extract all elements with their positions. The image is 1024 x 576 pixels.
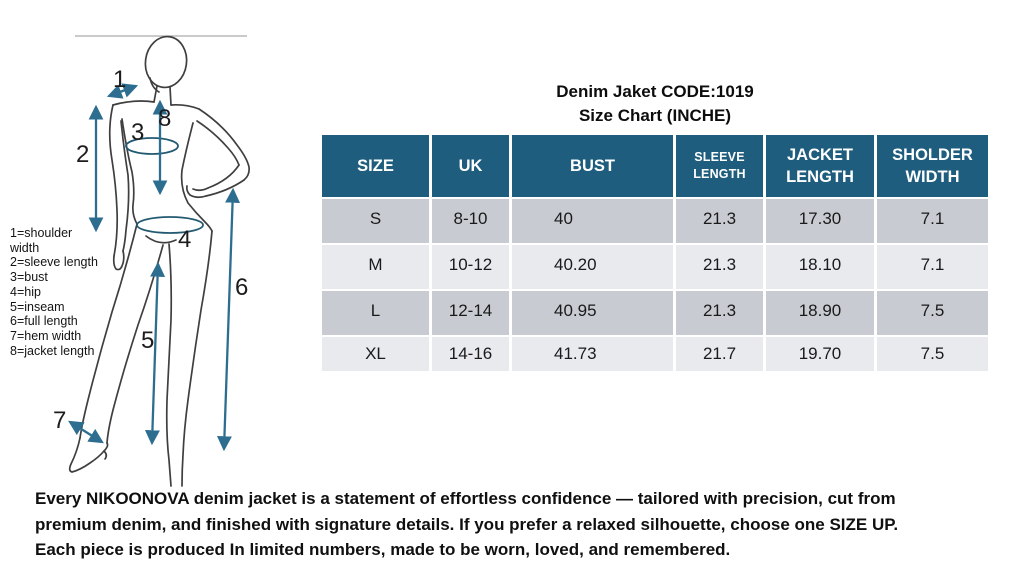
marker-2: 2 [76,141,90,168]
header-sholder-width: SHOLDER WIDTH [877,135,988,197]
size-chart-table: SIZE UK BUST SLEEVE LENGTH JACKET LENGTH… [322,135,988,371]
brand-description-line: Every NIKOONOVA denim jacket is a statem… [35,489,896,508]
legend-line: width [10,240,40,255]
marker-8: 8 [158,105,172,132]
measurement-figure: 1 2 3 8 4 6 5 7 1=shoulder width 2=sleev… [0,0,330,490]
legend-line: 3=bust [10,270,48,285]
cell-bust: 40 [512,199,673,243]
cell-sholder-width: 7.1 [877,199,988,243]
legend-line: 2=sleeve length [10,255,98,270]
cell-size: M [322,245,429,289]
brand-description: Every NIKOONOVA denim jacket is a statem… [35,486,1015,563]
cell-uk: 8-10 [432,199,509,243]
header-size: SIZE [322,135,429,197]
cell-sleeve-length: 21.7 [676,337,763,371]
cell-sholder-width: 7.1 [877,245,988,289]
cell-size: S [322,199,429,243]
legend-line: 7=hem width [10,328,82,343]
header-jacket-length: JACKET LENGTH [766,135,874,197]
body-sketch-illustration [68,35,250,487]
product-title: Denim Jaket CODE:1019 [556,82,754,101]
cell-sholder-width: 7.5 [877,291,988,335]
measurement-legend: 1=shoulder width 2=sleeve length 3=bust … [10,226,140,358]
cell-sleeve-length: 21.3 [676,291,763,335]
legend-line: 6=full length [10,314,78,329]
full-length-arrow [216,187,241,452]
inseam-arrow [144,261,166,446]
cell-sholder-width: 7.5 [877,337,988,371]
header-uk: UK [432,135,509,197]
header-sleeve-length: SLEEVE LENGTH [676,135,763,197]
legend-line: 4=hip [10,284,41,299]
cell-uk: 10-12 [432,245,509,289]
cell-bust: 40.20 [512,245,673,289]
legend-line: 1=shoulder [10,226,73,240]
header-bust: BUST [512,135,673,197]
marker-4: 4 [178,226,192,253]
marker-5: 5 [141,327,155,354]
brand-description-line: premium denim, and finished with signatu… [35,514,899,534]
brand-description-line: Each piece is produced In limited number… [35,540,731,559]
hip-ellipse [136,216,204,234]
cell-sleeve-length: 21.3 [676,245,763,289]
size-chart-subtitle: Size Chart (INCHE) [578,105,732,125]
shoulder-width-arrow [106,83,139,99]
cell-uk: 12-14 [432,291,509,335]
marker-1: 1 [113,66,127,93]
cell-jacket-length: 17.30 [766,199,874,243]
legend-line: 8=jacket length [10,343,95,358]
cell-uk: 14-16 [432,337,509,371]
hem-width-arrow [68,420,104,444]
bust-ellipse [125,137,179,155]
cell-bust: 41.73 [512,337,673,371]
cell-sleeve-length: 21.3 [676,199,763,243]
legend-line: 5=inseam [10,299,65,314]
marker-3: 3 [131,119,145,146]
cell-jacket-length: 18.10 [766,245,874,289]
marker-7: 7 [53,407,67,434]
marker-6: 6 [235,274,249,301]
cell-jacket-length: 19.70 [766,337,874,371]
cell-size: L [322,291,429,335]
chart-title: Denim Jaket CODE:1019 Size Chart (INCHE) [322,80,988,127]
cell-jacket-length: 18.90 [766,291,874,335]
cell-size: XL [322,337,429,371]
cell-bust: 40.95 [512,291,673,335]
